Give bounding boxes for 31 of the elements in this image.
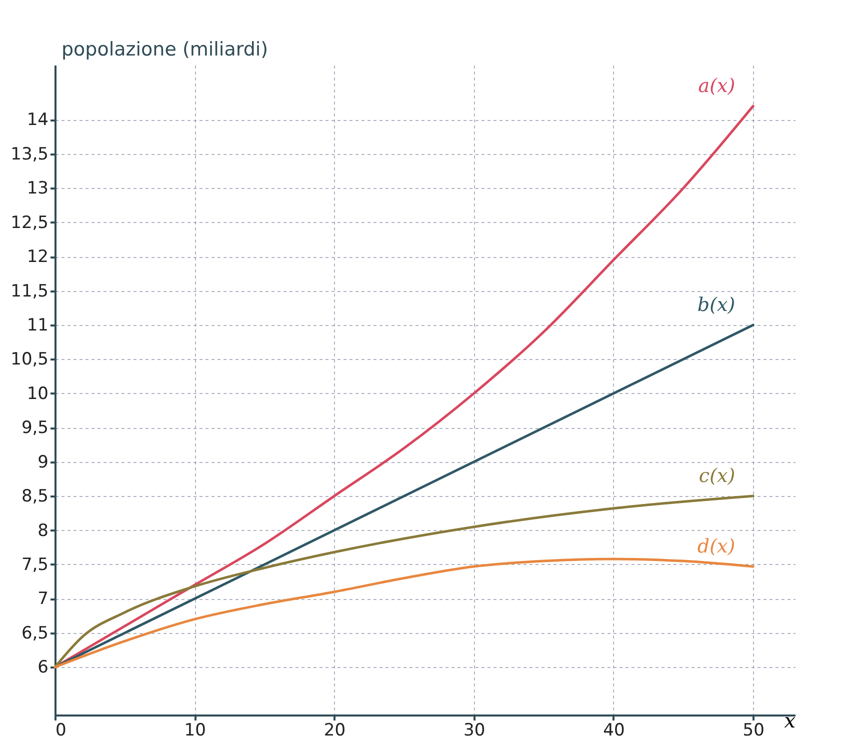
y-tick-label: 6,5: [21, 623, 48, 644]
y-tick-label: 9,5: [21, 418, 48, 438]
y-tick-label: 7: [38, 589, 48, 610]
series-label: c(x): [698, 465, 736, 488]
y-tick-label: 8: [38, 520, 48, 541]
series-label: d(x): [697, 536, 736, 558]
x-tick-label: 50: [742, 720, 764, 738]
line-series: [54, 494, 754, 668]
x-axis-title: x: [784, 708, 796, 732]
y-tick-label: 9: [38, 452, 48, 472]
x-tick-label: 20: [324, 720, 346, 738]
x-tick-label: 0: [56, 720, 66, 738]
y-axis-title: popolazione (miliardi): [62, 38, 268, 60]
y-tick-label: 13,5: [10, 144, 48, 164]
line-series: [54, 558, 754, 668]
series-label: b(x): [697, 294, 736, 316]
y-tick-label: 7,5: [21, 554, 48, 575]
y-tick-label: 11: [26, 316, 48, 336]
x-tick-label: 30: [464, 720, 486, 738]
y-tick-label: 6: [38, 658, 48, 678]
series-label: a(x): [698, 75, 736, 98]
y-tick-label: 13: [26, 178, 48, 199]
y-tick-label: 10,5: [10, 350, 48, 370]
y-tick-label: 14: [26, 110, 48, 130]
y-tick-label: 12,5: [10, 212, 48, 233]
x-tick-label: 40: [603, 720, 625, 738]
y-tick-label: 8,5: [21, 486, 48, 507]
x-tick-label: 10: [184, 720, 206, 738]
y-tick-label: 11,5: [10, 281, 48, 302]
y-tick-label: 12: [26, 247, 48, 268]
y-tick-label: 10: [26, 384, 48, 404]
